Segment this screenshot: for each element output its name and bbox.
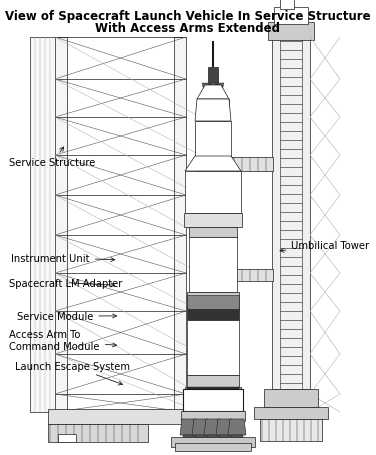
Bar [183, 389, 243, 411]
Polygon shape [204, 419, 222, 435]
Bar [280, 0, 294, 10]
Text: Service Structure: Service Structure [9, 148, 96, 168]
Bar [187, 306, 239, 320]
Text: View of Spacecraft Launch Vehicle In Service Structure: View of Spacecraft Launch Vehicle In Ser… [5, 10, 371, 23]
Bar [187, 320, 239, 375]
Bar [189, 238, 237, 293]
Polygon shape [228, 419, 246, 435]
Polygon shape [210, 84, 216, 92]
Bar [268, 23, 314, 41]
Bar [187, 387, 239, 389]
Polygon shape [185, 157, 241, 172]
Polygon shape [197, 86, 229, 100]
Bar [187, 375, 239, 387]
Bar [185, 387, 241, 395]
Text: With Access Arms Extended: With Access Arms Extended [96, 22, 280, 35]
Bar [48, 424, 148, 442]
Bar [171, 437, 255, 447]
Bar [181, 411, 245, 421]
Bar [197, 100, 229, 122]
Bar [58, 434, 76, 442]
Bar [48, 409, 188, 424]
Bar [174, 38, 186, 412]
Bar [207, 269, 273, 281]
Polygon shape [195, 100, 231, 122]
Text: Umbilical Tower: Umbilical Tower [280, 241, 370, 253]
Bar [195, 435, 207, 439]
Bar [187, 295, 239, 309]
Bar [208, 68, 218, 86]
Bar [183, 435, 195, 439]
Bar [260, 419, 322, 441]
Text: Access Arm To
Command Module: Access Arm To Command Module [9, 329, 117, 351]
Bar [207, 157, 273, 172]
Text: Instrument Unit: Instrument Unit [11, 253, 115, 263]
Polygon shape [192, 419, 210, 435]
Polygon shape [180, 419, 198, 435]
Bar [184, 213, 242, 228]
Text: Launch Escape System: Launch Escape System [15, 361, 130, 385]
Polygon shape [216, 419, 234, 435]
Polygon shape [202, 84, 208, 92]
Bar [207, 435, 219, 439]
Bar [264, 389, 318, 407]
Bar [187, 387, 239, 395]
Polygon shape [218, 84, 224, 92]
Bar [219, 435, 231, 439]
Text: Service Module: Service Module [17, 311, 117, 321]
Bar [274, 8, 308, 25]
Bar [55, 38, 67, 412]
Text: Spacecraft LM Adapter: Spacecraft LM Adapter [9, 278, 123, 288]
Bar [187, 293, 239, 306]
Bar [30, 38, 58, 412]
Bar [185, 172, 241, 213]
Bar [254, 407, 328, 419]
Bar [231, 435, 243, 439]
Bar [189, 228, 237, 238]
Bar [195, 122, 231, 172]
Bar [175, 443, 251, 451]
Bar [272, 38, 310, 389]
